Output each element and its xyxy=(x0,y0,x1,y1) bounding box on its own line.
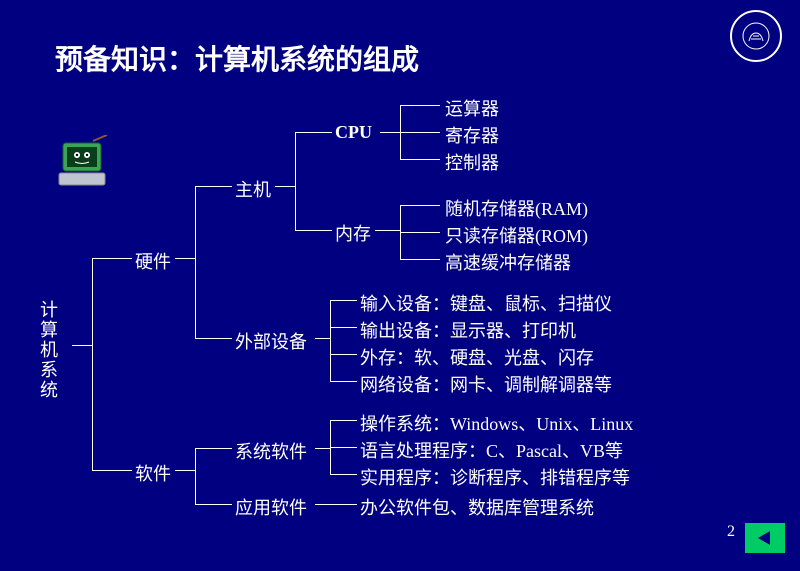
line xyxy=(400,159,440,160)
leaf-os: 操作系统：Windows、Unix、Linux xyxy=(360,410,633,436)
line xyxy=(92,258,132,259)
university-logo xyxy=(730,10,782,62)
line xyxy=(175,258,195,259)
line xyxy=(400,259,440,260)
leaf-output: 输出设备：显示器、打印机 xyxy=(360,317,576,343)
node-hardware: 硬件 xyxy=(135,248,171,274)
line xyxy=(315,338,330,339)
node-memory: 内存 xyxy=(335,220,371,246)
leaf-storage: 外存：软、硬盘、光盘、闪存 xyxy=(360,344,594,370)
line xyxy=(195,338,232,339)
node-app-sw: 应用软件 xyxy=(235,494,307,520)
line xyxy=(315,448,330,449)
line xyxy=(275,186,295,187)
slide-title: 预备知识：计算机系统的组成 xyxy=(55,38,419,78)
leaf-appsw: 办公软件包、数据库管理系统 xyxy=(360,494,594,520)
leaf-util: 实用程序：诊断程序、排错程序等 xyxy=(360,464,630,490)
line xyxy=(330,447,357,448)
leaf-ctrl: 控制器 xyxy=(445,149,499,175)
leaf-rom: 只读存储器(ROM) xyxy=(445,222,588,248)
slide: 预备知识：计算机系统的组成 计算机系统 硬件 软件 主机 外部设备 系统软件 应… xyxy=(0,0,800,571)
line xyxy=(315,504,357,505)
line xyxy=(400,105,440,106)
line xyxy=(195,448,196,505)
line xyxy=(330,354,357,355)
line xyxy=(330,327,357,328)
line xyxy=(195,504,232,505)
leaf-ram: 随机存储器(RAM) xyxy=(445,195,588,221)
node-system-sw: 系统软件 xyxy=(235,438,307,464)
prev-button[interactable] xyxy=(745,523,785,553)
page-number: 2 xyxy=(727,523,735,541)
triangle-left-icon xyxy=(755,528,775,548)
leaf-cache: 高速缓冲存储器 xyxy=(445,249,571,275)
line xyxy=(195,186,196,339)
line xyxy=(330,300,357,301)
line xyxy=(72,345,92,346)
line xyxy=(295,132,296,231)
line xyxy=(195,448,232,449)
computer-icon xyxy=(55,135,115,195)
line xyxy=(295,230,332,231)
leaf-alu: 运算器 xyxy=(445,95,499,121)
line xyxy=(92,258,93,471)
node-peripheral: 外部设备 xyxy=(235,328,307,354)
line xyxy=(330,474,357,475)
leaf-reg: 寄存器 xyxy=(445,122,499,148)
line xyxy=(330,300,331,382)
tree-root: 计算机系统 xyxy=(35,300,61,400)
leaf-lang: 语言处理程序：C、Pascal、VB等 xyxy=(360,437,623,463)
line xyxy=(375,230,400,231)
line xyxy=(330,420,357,421)
node-cpu: CPU xyxy=(335,122,372,143)
leaf-input: 输入设备：键盘、鼠标、扫描仪 xyxy=(360,290,612,316)
line xyxy=(330,381,357,382)
line xyxy=(175,470,195,471)
line xyxy=(195,186,232,187)
leaf-network: 网络设备：网卡、调制解调器等 xyxy=(360,371,612,397)
line xyxy=(380,132,400,133)
line xyxy=(400,232,440,233)
line xyxy=(400,205,440,206)
line xyxy=(92,470,132,471)
node-software: 软件 xyxy=(135,460,171,486)
line xyxy=(400,132,440,133)
line xyxy=(295,132,332,133)
node-host: 主机 xyxy=(235,176,271,202)
